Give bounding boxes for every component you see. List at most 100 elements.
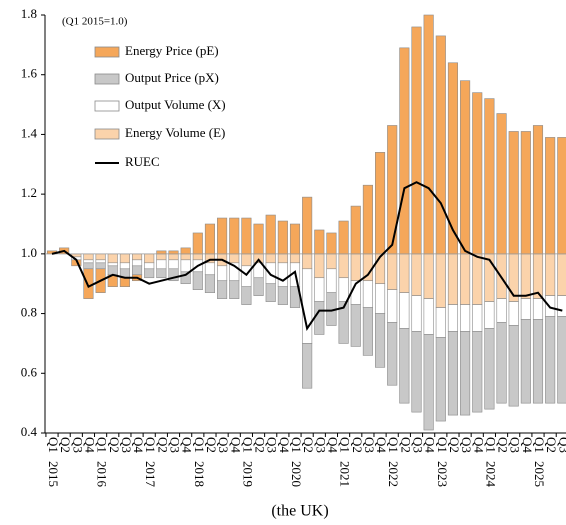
bar-segment [496, 322, 507, 404]
x-tick-label: Q2 [58, 437, 73, 453]
bar-segment [374, 152, 386, 255]
bar-segment [314, 253, 325, 279]
bar-segment [508, 325, 519, 407]
x-tick-label: Q3 [216, 437, 231, 453]
bar-segment [545, 316, 556, 404]
y-tick-label: 1.8 [21, 6, 37, 21]
bar-segment [277, 220, 288, 255]
x-tick-label: Q2 [155, 437, 170, 453]
x-tick-label: Q2 [496, 437, 511, 453]
x-tick-label: Q3 [411, 437, 426, 453]
bar-segment [387, 322, 398, 386]
bar-segment [484, 301, 495, 329]
bar-segment [460, 304, 471, 332]
bar-segment [241, 217, 252, 255]
x-tick-label: Q2 [350, 437, 365, 453]
x-tick-label: Q2 [544, 437, 559, 453]
bar-segment [83, 253, 94, 261]
bar-segment [460, 253, 471, 305]
legend-label: RUEC [125, 154, 160, 169]
bar-segment [314, 301, 325, 335]
bar-segment [532, 125, 544, 255]
bar-segment [338, 220, 349, 255]
y-tick-label: 0.4 [21, 424, 38, 439]
bar-segment [387, 125, 398, 255]
bar-segment [411, 26, 422, 255]
bar-segment [314, 277, 325, 302]
bar-segment [362, 280, 373, 308]
legend-label: Output Volume (X) [125, 97, 226, 112]
x-tick-label: Q1 [532, 437, 547, 453]
bar-segment [532, 298, 544, 320]
x-tick-label: Q2 [204, 437, 219, 453]
bar-segment [277, 262, 288, 288]
bar-segment [83, 268, 94, 299]
bar-segment [217, 265, 228, 282]
bar-segment [557, 295, 566, 317]
bar-segment [350, 253, 361, 282]
y-tick-label: 1.2 [21, 185, 37, 200]
bar-segment [156, 259, 167, 270]
bar-segment [95, 262, 106, 270]
x-tick-label: Q1 [483, 437, 498, 453]
bar-segment [217, 217, 228, 255]
bar-segment [132, 253, 143, 261]
x-tick-label: Q4 [228, 437, 243, 453]
bar-segment [447, 331, 459, 416]
x-tick-label: Q3 [508, 437, 523, 453]
x-tick-label: Q3 [119, 437, 134, 453]
bar-segment [156, 268, 167, 279]
y-tick-label: 0.6 [21, 364, 38, 379]
bar-segment [302, 196, 313, 255]
note: (Q1 2015=1.0) [62, 16, 128, 28]
bar-segment [302, 268, 313, 344]
bar-segment [411, 295, 422, 332]
x-tick-label: Q1 [46, 437, 61, 453]
year-label: 2023 [435, 461, 450, 487]
bar-segment [423, 14, 434, 255]
bar-segment [508, 301, 519, 326]
bar-segment [557, 253, 566, 296]
bar-segment [204, 274, 215, 293]
bar-segment [362, 307, 373, 356]
legend-swatch [94, 100, 120, 112]
bar-segment [520, 319, 531, 404]
x-tick-label: Q2 [253, 437, 268, 453]
x-tick-label: Q4 [82, 437, 97, 453]
bar-segment [374, 283, 386, 314]
bar-segment [472, 92, 483, 255]
bar-segment [399, 253, 410, 293]
bar-segment [496, 113, 507, 255]
bar-segment [192, 253, 203, 261]
bar-segment [229, 253, 240, 264]
bar-segment [532, 319, 544, 404]
x-tick-label: Q3 [265, 437, 280, 453]
x-tick-label: Q1 [95, 437, 110, 453]
bar-segment [472, 253, 483, 305]
y-tick-label: 1.6 [21, 66, 38, 81]
legend-label: Energy Volume (E) [125, 125, 225, 140]
bar-segment [496, 298, 507, 323]
year-label: 2022 [386, 461, 401, 487]
x-tick-label: Q3 [362, 437, 377, 453]
y-tick-label: 0.8 [21, 305, 37, 320]
bar-segment [180, 253, 191, 261]
bar-segment [156, 250, 167, 255]
bar-segment [411, 331, 422, 413]
x-tick-label: Q3 [459, 437, 474, 453]
bar-segment [387, 253, 398, 290]
bar-segment [326, 232, 337, 255]
bar-segment [302, 343, 313, 389]
bar-segment [508, 131, 519, 255]
bar-segment [132, 259, 143, 267]
bar-segment [180, 247, 191, 255]
bar-segment [399, 328, 410, 404]
bar-segment [83, 262, 94, 270]
bar-segment [95, 259, 106, 264]
x-tick-label: Q1 [143, 437, 158, 453]
bar-segment [229, 217, 240, 255]
x-tick-label: Q4 [131, 437, 146, 453]
bar-segment [399, 292, 410, 329]
bar-segment [557, 316, 566, 404]
y-tick-label: 1.4 [21, 125, 38, 140]
